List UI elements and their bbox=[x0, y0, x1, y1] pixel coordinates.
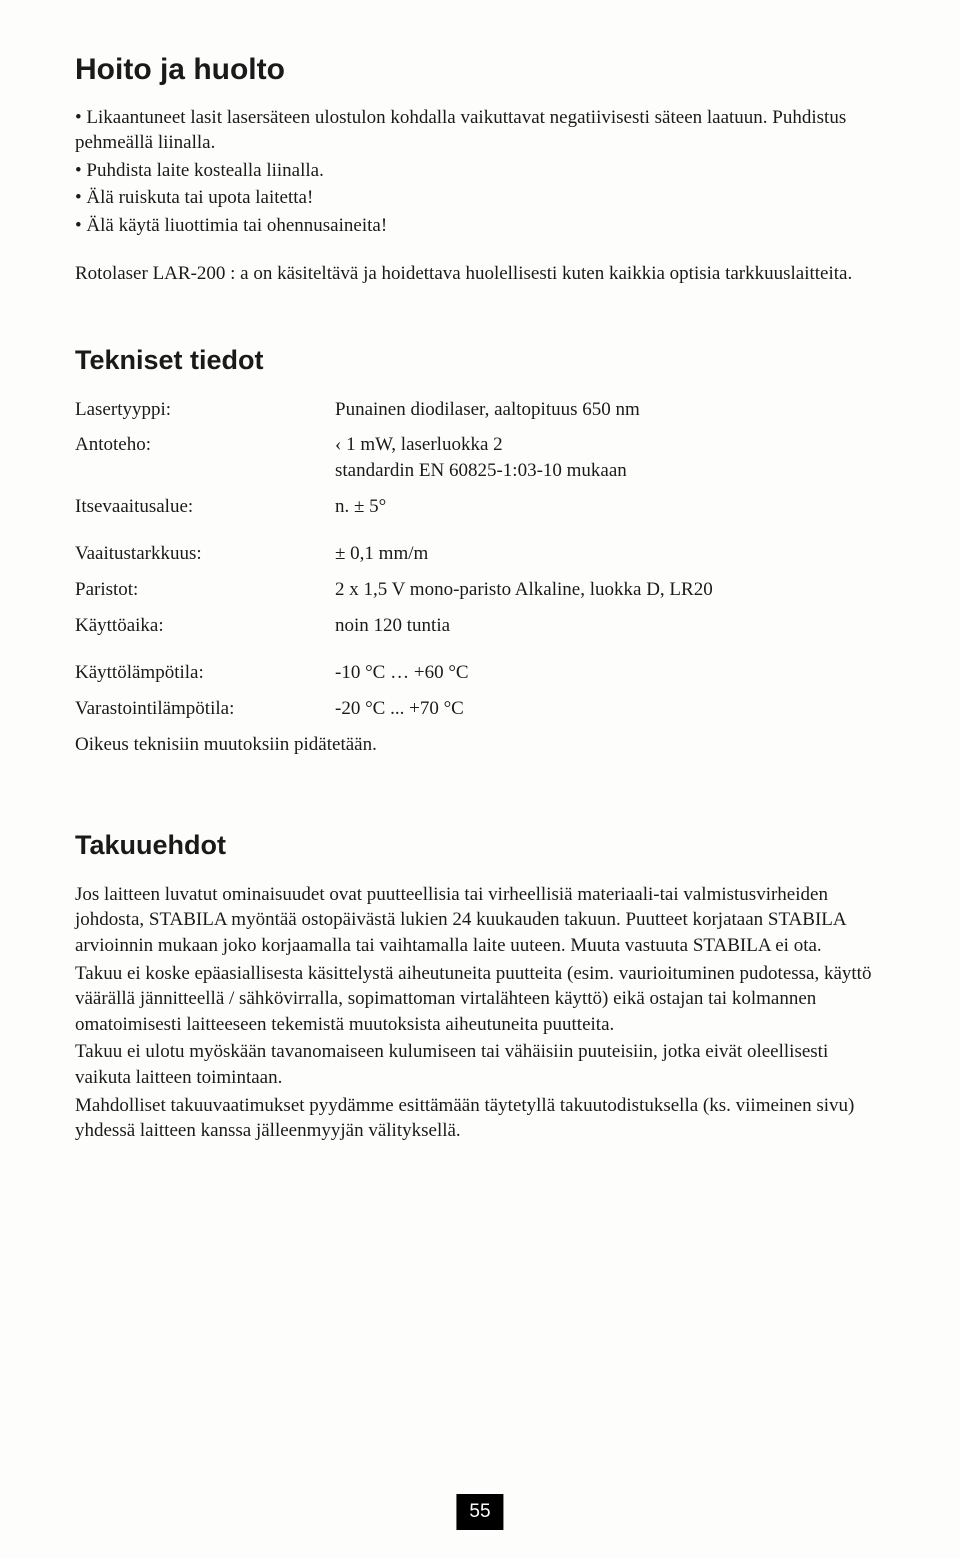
spec-value: ± 0,1 mm/m bbox=[335, 541, 885, 567]
spec-label: Käyttölämpötila: bbox=[75, 660, 335, 686]
spec-value: n. ± 5° bbox=[335, 494, 885, 520]
bullet-item: Likaantuneet lasit lasersäteen ulostulon… bbox=[75, 105, 885, 156]
section-title-warranty: Takuuehdot bbox=[75, 827, 885, 863]
spec-row: Paristot: 2 x 1,5 V mono-paristo Alkalin… bbox=[75, 577, 885, 603]
spec-row: Antoteho: ‹ 1 mW, laserluokka 2 standard… bbox=[75, 432, 885, 483]
warranty-paragraph: Jos laitteen luvatut ominaisuudet ovat p… bbox=[75, 882, 885, 959]
spec-label: Vaaitustarkkuus: bbox=[75, 541, 335, 567]
care-note: Rotolaser LAR-200 : a on käsiteltävä ja … bbox=[75, 261, 885, 287]
section-title-care: Hoito ja huolto bbox=[75, 50, 885, 91]
spec-row: Vaaitustarkkuus: ± 0,1 mm/m bbox=[75, 541, 885, 567]
bullet-item: Älä ruiskuta tai upota laitetta! bbox=[75, 185, 885, 211]
spec-label: Käyttöaika: bbox=[75, 613, 335, 639]
care-bullets: Likaantuneet lasit lasersäteen ulostulon… bbox=[75, 105, 885, 239]
spec-label: Varastointilämpötila: bbox=[75, 696, 335, 722]
spec-row: Varastointilämpötila: -20 °C ... +70 °C bbox=[75, 696, 885, 722]
spec-value: ‹ 1 mW, laserluokka 2 standardin EN 6082… bbox=[335, 432, 885, 483]
spec-value: 2 x 1,5 V mono-paristo Alkaline, luokka … bbox=[335, 577, 885, 603]
page-number-badge: 55 bbox=[456, 1494, 503, 1530]
spec-value: noin 120 tuntia bbox=[335, 613, 885, 639]
spec-label: Lasertyyppi: bbox=[75, 397, 335, 423]
spec-label: Paristot: bbox=[75, 577, 335, 603]
specs-footer: Oikeus teknisiin muutoksiin pidätetään. bbox=[75, 732, 885, 758]
spec-value: -10 °C … +60 °C bbox=[335, 660, 885, 686]
spec-label: Antoteho: bbox=[75, 432, 335, 483]
bullet-item: Älä käytä liuottimia tai ohennusaineita! bbox=[75, 213, 885, 239]
spec-row: Käyttölämpötila: -10 °C … +60 °C bbox=[75, 660, 885, 686]
spec-table: Lasertyyppi: Punainen diodilaser, aaltop… bbox=[75, 397, 885, 722]
spec-row: Lasertyyppi: Punainen diodilaser, aaltop… bbox=[75, 397, 885, 423]
spec-row: Käyttöaika: noin 120 tuntia bbox=[75, 613, 885, 639]
spec-value: Punainen diodilaser, aaltopituus 650 nm bbox=[335, 397, 885, 423]
bullet-item: Puhdista laite kostealla liinalla. bbox=[75, 158, 885, 184]
spec-row: Itsevaaitusalue: n. ± 5° bbox=[75, 494, 885, 520]
spec-label: Itsevaaitusalue: bbox=[75, 494, 335, 520]
warranty-paragraph: Takuu ei koske epäasiallisesta käsittely… bbox=[75, 961, 885, 1038]
spec-value: -20 °C ... +70 °C bbox=[335, 696, 885, 722]
warranty-paragraph: Takuu ei ulotu myöskään tavanomaiseen ku… bbox=[75, 1039, 885, 1090]
section-title-specs: Tekniset tiedot bbox=[75, 342, 885, 378]
warranty-paragraph: Mahdolliset takuuvaatimukset pyydämme es… bbox=[75, 1093, 885, 1144]
